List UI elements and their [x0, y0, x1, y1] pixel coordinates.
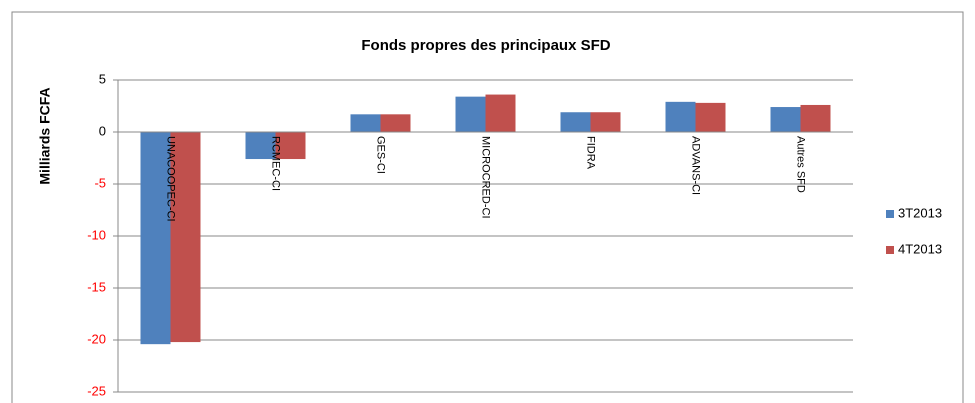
bar [800, 104, 831, 132]
x-tick-label: ADVANS-CI [690, 136, 702, 195]
bar [695, 102, 726, 132]
bar [170, 132, 201, 343]
bar [350, 114, 381, 132]
bar [560, 112, 591, 132]
x-tick-label: UNACOOPEC-CI [165, 136, 177, 222]
bar [380, 114, 411, 132]
bar [245, 132, 276, 160]
bar [455, 96, 486, 132]
x-tick-label: GES-CI [375, 136, 387, 174]
y-tick-label: -25 [87, 383, 106, 398]
y-tick-label: 0 [99, 123, 106, 138]
y-axis-label: Milliards FCFA [37, 87, 53, 184]
x-tick-label: FIDRA [585, 136, 597, 170]
legend-label: 3T2013 [898, 205, 942, 220]
legend-swatch [886, 246, 894, 254]
x-tick-label: RCMEC-CI [270, 136, 282, 191]
bar [590, 112, 621, 132]
y-tick-label: 5 [99, 71, 106, 86]
y-tick-label: -15 [87, 279, 106, 294]
bar [140, 132, 171, 345]
bar [665, 101, 696, 132]
legend-label: 4T2013 [898, 241, 942, 256]
y-tick-label: -10 [87, 227, 106, 242]
bar [275, 132, 306, 160]
legend-swatch [886, 210, 894, 218]
x-tick-label: Autres SFD [795, 136, 807, 193]
y-tick-label: -20 [87, 331, 106, 346]
bar [485, 94, 516, 132]
bar [770, 107, 801, 132]
x-tick-label: MICROCRED-CI [480, 136, 492, 219]
chart-title: Fonds propres des principaux SFD [361, 37, 610, 54]
y-tick-label: -5 [94, 175, 106, 190]
